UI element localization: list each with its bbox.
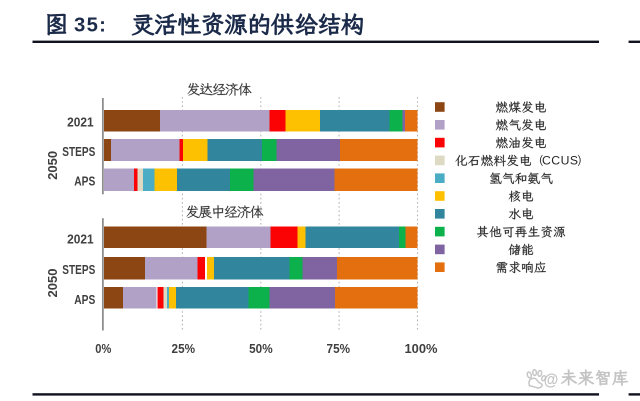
svg-text:APS: APS [74, 174, 95, 189]
svg-text:50%: 50% [249, 341, 273, 356]
svg-text:2050: 2050 [45, 269, 60, 298]
svg-text:2021: 2021 [67, 115, 94, 130]
svg-text:STEPS: STEPS [62, 144, 95, 159]
svg-text:APS: APS [74, 292, 95, 307]
svg-text:@: @ [544, 370, 559, 389]
svg-text:25%: 25% [172, 341, 196, 356]
svg-text:35:: 35: [74, 15, 107, 37]
svg-text:2050: 2050 [45, 151, 60, 180]
svg-text:2021: 2021 [67, 232, 94, 247]
svg-text:100%: 100% [405, 341, 438, 356]
svg-text:STEPS: STEPS [62, 262, 95, 277]
svg-text:CCUS: CCUS [542, 154, 579, 168]
svg-text:75%: 75% [327, 341, 351, 356]
svg-text:0%: 0% [95, 341, 111, 356]
